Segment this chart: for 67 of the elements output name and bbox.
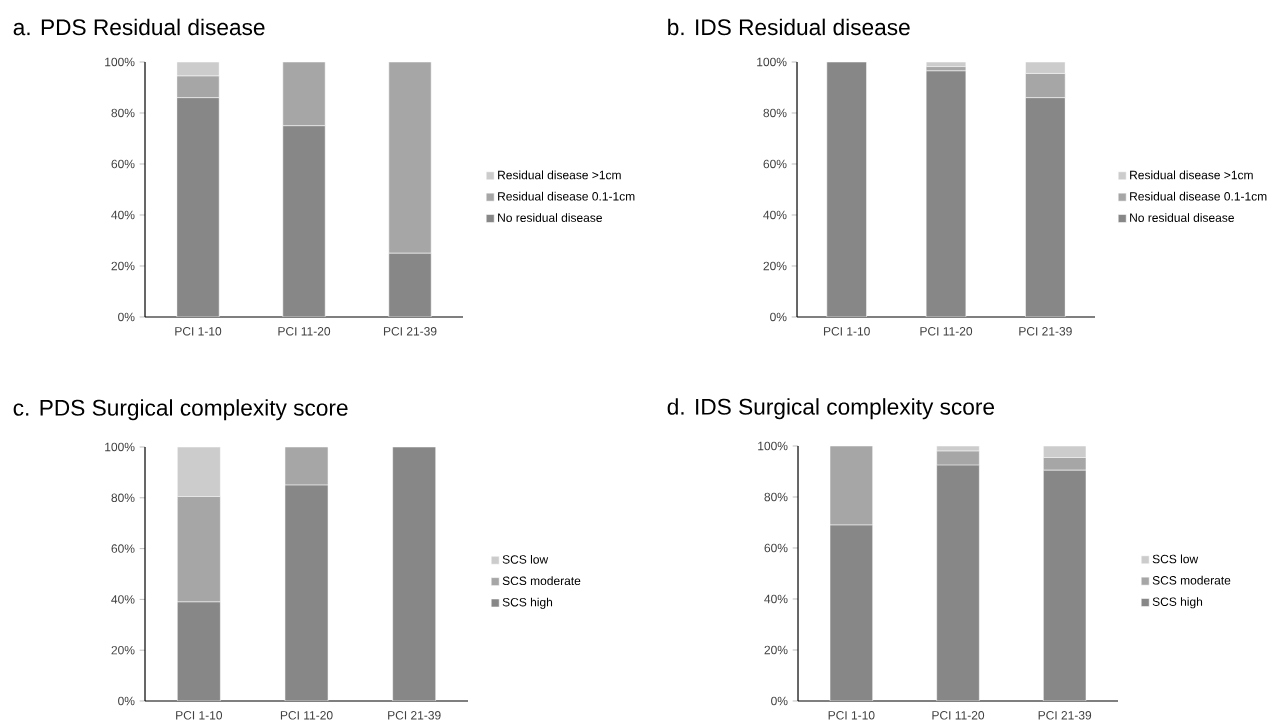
y-tick-label: 100% xyxy=(757,57,787,67)
y-tick-label: 0% xyxy=(770,312,787,322)
y-tick-label: 20% xyxy=(111,645,135,655)
y-tick-label: 60% xyxy=(111,159,135,169)
legend-label: Residual disease >1cm xyxy=(498,170,621,180)
bar xyxy=(282,61,326,127)
bar xyxy=(388,252,432,317)
y-tick-label: 100% xyxy=(758,441,788,451)
y-tick-label: 0% xyxy=(771,696,788,706)
y-tick-label: 100% xyxy=(105,57,135,67)
y-tick-label: 0% xyxy=(118,312,135,322)
x-tick-label: PCI 11-20 xyxy=(932,711,985,720)
y-tick-label: 80% xyxy=(764,492,788,502)
chart-title: a. PDS Residual disease xyxy=(13,18,265,36)
legend-label: SCS low xyxy=(1152,554,1199,564)
bar xyxy=(388,61,432,254)
legend-label: Residual disease 0.1-1cm xyxy=(498,191,635,201)
bar xyxy=(936,464,980,701)
y-tick-label: 100% xyxy=(105,442,135,452)
y-tick-label: 60% xyxy=(763,159,787,169)
bar xyxy=(829,524,873,701)
legend-label: Residual disease >1cm xyxy=(1130,170,1253,180)
x-tick-label: PCI 21-39 xyxy=(388,711,441,720)
y-tick-label: 80% xyxy=(763,108,787,118)
y-tick-label: 80% xyxy=(111,108,135,118)
legend-label: Residual disease 0.1-1cm xyxy=(1130,191,1267,201)
y-tick-label: 20% xyxy=(111,261,135,271)
y-tick-label: 40% xyxy=(764,594,788,604)
bar xyxy=(1043,469,1087,701)
bar xyxy=(392,447,436,701)
bar xyxy=(176,97,220,317)
legend-label: SCS high xyxy=(1152,597,1203,609)
bar xyxy=(829,446,873,526)
legend-label: SCS moderate xyxy=(502,576,581,586)
x-tick-label: PCI 21-39 xyxy=(1019,327,1072,336)
legend-label: SCS high xyxy=(502,597,553,609)
y-tick-label: 80% xyxy=(111,493,135,503)
chart-title: b. IDS Residual disease xyxy=(668,18,910,36)
y-tick-label: 60% xyxy=(764,543,788,553)
y-tick-label: 40% xyxy=(111,595,135,604)
bar xyxy=(282,125,326,317)
bar xyxy=(826,61,867,317)
bar xyxy=(176,75,220,98)
x-tick-label: PCI 1-10 xyxy=(176,711,223,720)
bar xyxy=(1025,97,1066,317)
x-tick-label: PCI 1-10 xyxy=(175,327,222,336)
y-tick-label: 40% xyxy=(111,210,135,220)
x-tick-label: PCI 1-10 xyxy=(828,711,875,720)
legend-label: No residual disease xyxy=(498,213,602,222)
bar xyxy=(1043,457,1087,471)
y-tick-label: 0% xyxy=(118,696,135,706)
legend-label: No residual disease xyxy=(1130,213,1234,222)
x-tick-label: PCI 11-20 xyxy=(920,327,973,336)
y-tick-label: 40% xyxy=(763,210,787,220)
x-tick-label: PCI 21-39 xyxy=(383,327,437,336)
legend-label: SCS low xyxy=(502,554,549,564)
legend-label: SCS moderate xyxy=(1152,575,1231,585)
x-tick-label: PCI 21-39 xyxy=(1038,711,1092,720)
y-tick-label: 60% xyxy=(111,544,135,553)
x-tick-label: PCI 11-20 xyxy=(278,327,331,336)
x-tick-label: PCI 11-20 xyxy=(280,711,333,720)
bar xyxy=(925,70,967,317)
x-tick-label: PCI 1-10 xyxy=(823,327,870,336)
y-tick-label: 20% xyxy=(763,261,787,271)
y-tick-label: 20% xyxy=(764,645,788,655)
chart-title: c. PDS Surgical complexity score xyxy=(13,399,348,421)
chart-title: d. IDS Surgical complexity score xyxy=(667,398,995,420)
